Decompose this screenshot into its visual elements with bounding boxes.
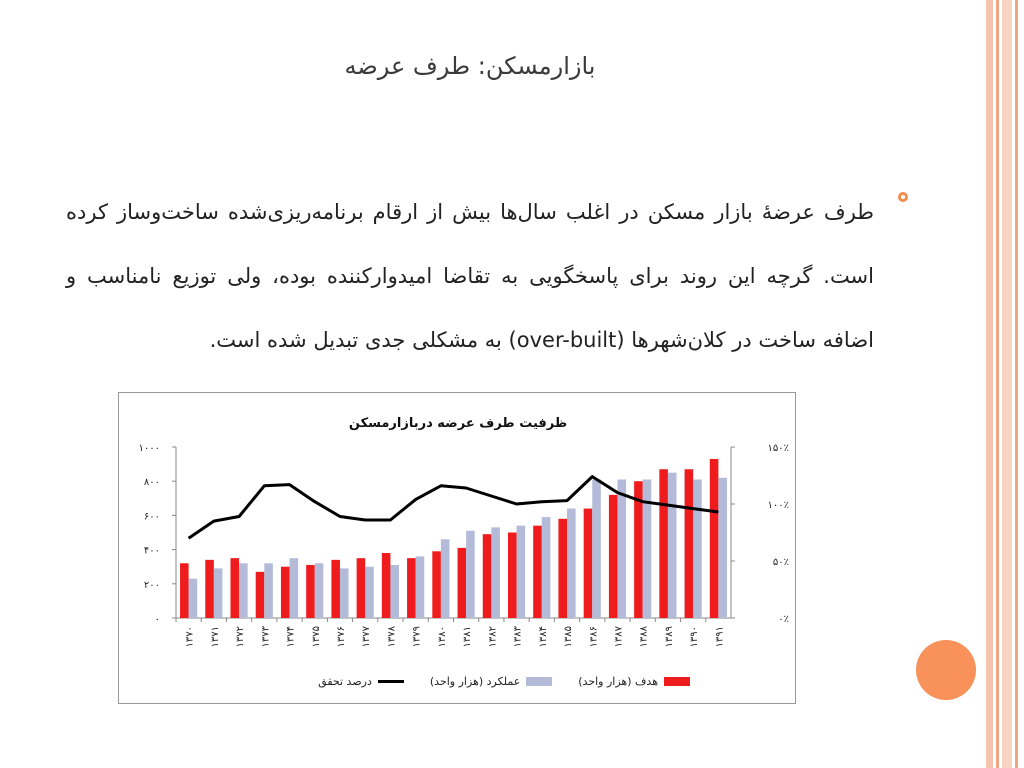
chart-legend: هدف (هزار واحد) عملکرد (هزار واحد) درصد … [250, 672, 690, 690]
x-axis-tick-label: ۱۳۸۱ [462, 626, 473, 647]
bar-actual [718, 477, 727, 618]
bar-target [709, 458, 719, 618]
x-axis-tick-label: ۱۳۸۳ [513, 625, 524, 647]
bar-actual [314, 563, 324, 618]
x-axis-tick-label: ۱۳۸۴ [538, 626, 549, 647]
x-axis-tick-label: ۱۳۷۱ [210, 626, 221, 647]
x-axis-tick-label: ۱۳۷۳ [260, 625, 271, 647]
bar-actual [592, 479, 601, 618]
legend-label-ratio: درصد تحقق [318, 674, 372, 688]
bar-target [583, 508, 593, 618]
left-axis-tick-label: ۰ [155, 614, 160, 625]
x-axis-tick-label: ۱۳۷۵ [311, 626, 322, 647]
bar-actual [415, 556, 425, 618]
bar-actual [617, 479, 627, 618]
x-axis-tick-label: ۱۳۸۸ [639, 625, 650, 647]
bar-actual [693, 479, 702, 618]
x-axis-tick-label: ۱۳۹۰ [689, 626, 700, 647]
right-axis-tick-label: ۵۰٪ [773, 557, 789, 568]
stripe-2 [996, 0, 999, 768]
left-axis-tick-label: ۲۰۰ [144, 580, 160, 591]
x-axis-tick-label: ۱۳۹۱ [714, 626, 725, 647]
x-axis-tick-label: ۱۳۷۹ [412, 626, 423, 647]
bar-actual [466, 530, 475, 618]
x-axis-tick-label: ۱۳۷۷ [361, 625, 372, 647]
chart-title: ظرفیت طرف عرضه دربازارمسکن [349, 416, 567, 431]
legend-swatch-actual [526, 676, 553, 686]
x-axis-tick-label: ۱۳۷۰ [185, 626, 196, 647]
right-axis-tick-label: ۱۰۰٪ [768, 500, 789, 511]
bar-actual [264, 563, 273, 618]
right-axis-tick-label: ۱۵۰٪ [768, 443, 789, 454]
bullet-item: طرف عرضۀ بازار مسکن در اغلب سال‌ها بیش ا… [66, 180, 908, 372]
bar-target [331, 559, 340, 618]
bar-actual [188, 578, 198, 618]
x-axis-tick-label: ۱۳۸۷ [613, 625, 624, 647]
x-axis-tick-label: ۱۳۷۶ [336, 626, 347, 647]
bar-actual [213, 568, 223, 618]
bar-actual [239, 563, 248, 618]
x-axis-tick-label: ۱۳۷۴ [286, 626, 297, 647]
bar-target [482, 534, 492, 618]
bar-target [432, 551, 441, 618]
bar-actual [339, 568, 349, 618]
left-axis-tick-label: ۱۰۰۰ [139, 443, 160, 454]
bar-target [356, 558, 366, 618]
legend-ratio: درصد تحقق [318, 675, 404, 688]
bar-actual [567, 508, 576, 618]
bar-target [230, 558, 240, 618]
legend-label-target: هدف (هزار واحد) [578, 674, 658, 688]
bar-actual [440, 539, 450, 618]
bar-target [507, 532, 517, 618]
chart-frame: ظرفیت طرف عرضه دربازارمسکن ۰ ۲۰۰ ۴۰۰ ۶۰۰ ۸۰۰ ۱… [118, 392, 796, 704]
bar-target [608, 494, 618, 618]
bar-target [684, 469, 694, 618]
decorative-circle [916, 640, 976, 700]
x-axis-tick-label: ۱۳۸۰ [437, 626, 448, 647]
x-axis-tick-label: ۱۳۸۹ [664, 626, 675, 647]
legend-label-actual: عملکرد (هزار واحد) [429, 674, 521, 688]
slide-title: بازارمسکن: طرف عرضه [344, 52, 596, 80]
x-axis-tick-label: ۱۳۸۵ [563, 626, 574, 647]
bar-target [659, 469, 668, 618]
bar-target [255, 571, 265, 618]
bar-target [180, 563, 189, 618]
legend-swatch-ratio [377, 679, 404, 683]
bar-actual [365, 566, 374, 618]
x-axis-tick-label: ۱۳۷۲ [235, 626, 246, 647]
x-axis-tick-label: ۱۳۸۶ [588, 626, 599, 647]
bar-actual [289, 558, 299, 618]
bar-target [306, 564, 315, 618]
supply-chart: ظرفیت طرف عرضه دربازارمسکن ۰ ۲۰۰ ۴۰۰ ۶۰۰ ۸۰۰ ۱… [139, 416, 789, 647]
stripe-3 [1002, 0, 1012, 768]
bar-target [280, 566, 290, 618]
bullet-text: طرف عرضۀ بازار مسکن در اغلب سال‌ها بیش ا… [66, 200, 874, 352]
ratio-line [187, 475, 719, 540]
bullet-circle-icon [898, 192, 908, 202]
right-axis-tick-label: ۰٪ [778, 614, 789, 625]
bar-actual [390, 564, 400, 618]
stripe-1 [986, 0, 993, 768]
left-axis-tick-label: ۴۰۰ [144, 546, 160, 557]
bar-actual [667, 472, 677, 618]
bar-target [558, 518, 568, 618]
bar-actual [516, 525, 526, 618]
bar-target [205, 559, 214, 618]
left-axis-tick-label: ۸۰۰ [144, 477, 160, 488]
bar-actual [491, 527, 500, 618]
x-axis-tick-label: ۱۳۷۸ [386, 625, 397, 647]
legend-target: هدف (هزار واحد) [578, 675, 690, 688]
bar-target [381, 553, 391, 618]
legend-actual: عملکرد (هزار واحد) [429, 674, 553, 688]
x-axis-tick-label: ۱۳۸۲ [487, 626, 498, 647]
stripe-4 [1015, 0, 1018, 768]
bar-target [457, 547, 467, 618]
bar-target [407, 558, 416, 618]
bar-target [634, 481, 643, 618]
bar-target [533, 525, 542, 618]
bar-actual [541, 517, 551, 618]
left-axis-tick-label: ۶۰۰ [144, 511, 160, 522]
legend-swatch-target [664, 676, 690, 686]
bar-actual [642, 479, 652, 618]
